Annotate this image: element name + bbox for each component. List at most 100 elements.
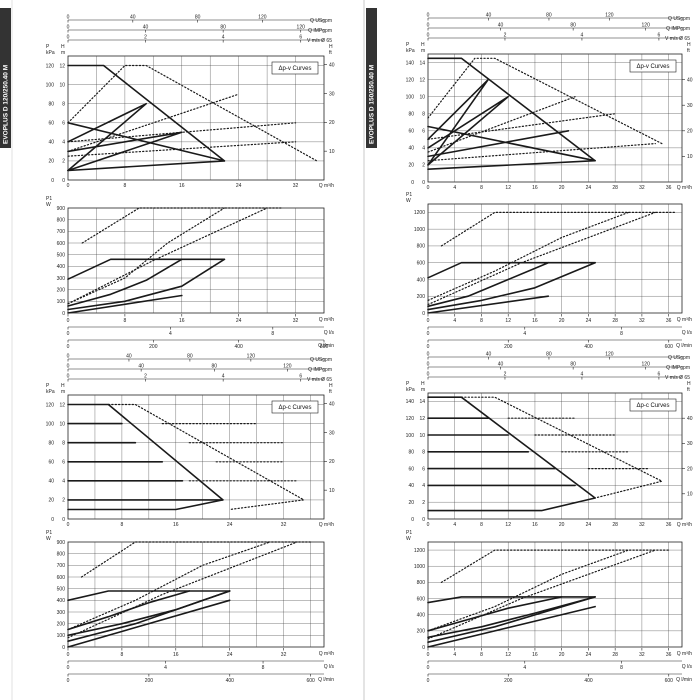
top-axis-tick-label: 6 [299, 374, 302, 380]
bottom-axis: 0 4 8 Q l/s [427, 660, 693, 671]
solid-curve [427, 596, 596, 604]
legend-title: Δp-c Curves [636, 403, 669, 409]
x-tick-label: 32 [639, 185, 645, 191]
bottom-axis-tick-label: 200 [504, 678, 513, 684]
x-tick-label: 4 [453, 522, 456, 528]
x-axis-bottom: 0 8 16 24 32 Q m³/h [67, 183, 335, 189]
y-tick-label: 0 [62, 311, 65, 317]
top-axis-tick-label: 4 [222, 374, 225, 380]
y-tick-label: 800 [417, 580, 426, 586]
solid-curve [427, 159, 596, 170]
y-tick-label: 100 [406, 433, 415, 439]
bottom-axis-tick-label: 200 [504, 344, 513, 350]
y-tick-label: 1000 [414, 227, 425, 233]
dotted-curve [440, 549, 670, 584]
solid-curve [427, 596, 563, 632]
top-axis-tick-label: 2 [504, 33, 507, 39]
dotted-curve [427, 143, 656, 162]
m-tick-label: 8 [422, 112, 425, 118]
dotted-curve [427, 57, 663, 145]
y-axis-label-top: P [406, 381, 410, 387]
y-tick-label: 40 [48, 479, 54, 485]
y-tick-label: 1200 [414, 210, 425, 216]
curve-legend: Δp-v Curves [271, 61, 319, 75]
top-axis-tick-label: 0 [427, 372, 430, 378]
ft-axis-h: H [329, 44, 333, 50]
m-tick-label: 0 [422, 517, 425, 523]
y-tick-label: 700 [57, 229, 66, 235]
y-tick-label: 120 [46, 402, 55, 408]
y-tick-label: 140 [406, 60, 415, 66]
top-axis: 0 40 80 120 Q USgpm [67, 354, 332, 363]
ft-tick-label: 10 [329, 149, 335, 155]
solid-curve [427, 596, 596, 644]
m-tick-label: 0 [62, 517, 65, 523]
m-tick-label: 4 [422, 483, 425, 489]
y-axis-label-unit: W [406, 536, 411, 542]
top-axis-tick-label: 40 [498, 362, 504, 368]
bottom-axis: 0 8 16 24 32 Q m³/h [67, 314, 334, 324]
bottom-axis-label: Q l/s [682, 664, 693, 670]
top-axis-tick-label: 0 [427, 352, 430, 358]
top-axis-label: V m/s Ø 65 [665, 36, 690, 42]
ft-tick-label: 10 [687, 492, 693, 498]
top-axis-tick-label: 40 [486, 13, 492, 19]
x-axis-bottom: 0 8 16 24 32 Q m³/h [67, 522, 335, 528]
bottom-axis-label: Q l/s [682, 330, 693, 336]
y-axis-m: 0 2 4 6 8 10 12 14 Hm [419, 381, 425, 523]
top-axis-tick-label: 0 [427, 13, 430, 19]
y-tick-label: 0 [62, 645, 65, 651]
ft-axis-label: ft [687, 48, 690, 54]
dotted-curve [427, 549, 656, 640]
top-axis-label: V m/s Ø 65 [665, 375, 690, 381]
curve-series-group [67, 207, 282, 314]
y-tick-label: 600 [417, 260, 426, 266]
bottom-axis-tick-label: 32 [639, 652, 645, 658]
bottom-axis-tick-label: 600 [665, 344, 674, 350]
plot-frame [427, 541, 683, 648]
x-tick-label: 16 [532, 185, 538, 191]
bottom-axis-tick-label: 8 [271, 331, 274, 337]
top-axis-tick-label: 40 [138, 364, 144, 370]
y-tick-label: 100 [406, 94, 415, 100]
curve-series-group [67, 64, 318, 172]
solid-curve [67, 590, 191, 631]
x-tick-label: 4 [453, 185, 456, 191]
x-tick-label: 24 [586, 522, 592, 528]
h-axis-unit: m [421, 387, 425, 393]
solid-curve [67, 294, 183, 314]
bottom-axis-tick-label: 24 [586, 318, 592, 324]
x-tick-label: 32 [293, 183, 299, 189]
top-axis-label: Q IMPgpm [666, 26, 690, 32]
y-tick-label: 0 [422, 645, 425, 651]
chart-3-dpc-head: 020406080100120PkPa024681012Hm10203040Hf… [46, 354, 335, 529]
top-axis-label: V m/s Ø 65 [307, 377, 332, 383]
bottom-axis-tick-label: 400 [584, 678, 593, 684]
bottom-axis: 0 4 8 12 16 20 24 28 32 36 Q m³/h [427, 648, 692, 658]
top-axis-tick-label: 6 [658, 33, 661, 39]
ft-axis-h: H [687, 381, 691, 387]
y-axis-ft: 10 20 30 40 Hft [324, 383, 335, 494]
bottom-axis-tick-label: 0 [67, 652, 70, 658]
solid-curve [67, 131, 183, 172]
bottom-axis-tick-label: 0 [427, 665, 430, 671]
top-axis: 0 40 80 120 Q IMPgpm [427, 23, 690, 32]
y-tick-label: 0 [51, 517, 54, 523]
y-tick-label: 800 [57, 217, 66, 223]
y-axis-label-unit: kPa [46, 389, 55, 395]
x-tick-label: 28 [612, 185, 618, 191]
bottom-axis-tick-label: 200 [149, 344, 158, 350]
bottom-axis-tick-label: 0 [427, 344, 430, 350]
top-axis-tick-label: 120 [605, 13, 614, 19]
dotted-curve [440, 211, 676, 247]
x-tick-label: 8 [121, 522, 124, 528]
solid-curve [427, 57, 596, 162]
y-tick-label: 300 [57, 610, 66, 616]
solid-curve [67, 590, 231, 637]
bottom-axis-tick-label: 24 [586, 652, 592, 658]
y-tick-label: 100 [46, 421, 55, 427]
y-tick-label: 700 [57, 563, 66, 569]
